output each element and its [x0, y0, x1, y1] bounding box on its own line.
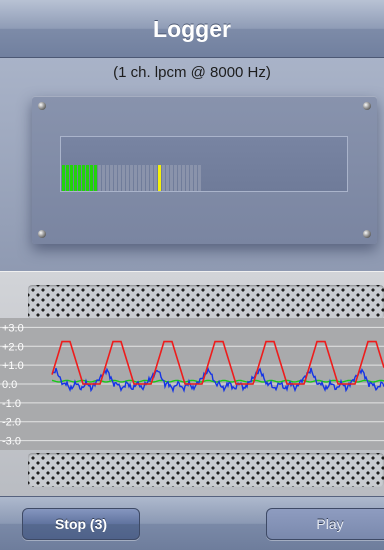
meter-segment — [186, 165, 189, 191]
meter-segment — [110, 165, 113, 191]
meter-segment — [86, 165, 89, 191]
meter-segment — [198, 165, 201, 191]
meter-segment — [118, 165, 121, 191]
meter-segment — [178, 165, 181, 191]
meter-segment — [114, 165, 117, 191]
meter-segment — [162, 165, 165, 191]
meter-segment — [102, 165, 105, 191]
page-title: Logger — [153, 16, 231, 42]
play-button[interactable]: Play — [266, 508, 384, 540]
meter-segment — [126, 165, 129, 191]
screw-icon — [363, 102, 371, 110]
scope-tick-label: -2.0 — [2, 417, 21, 429]
red-trace — [51, 340, 384, 385]
meter-segment — [62, 165, 65, 191]
scope-tick-label: 0.0 — [2, 379, 17, 391]
meter-segment — [74, 165, 77, 191]
green-trace — [51, 379, 384, 383]
meter-segment — [182, 165, 185, 191]
meter-segment — [170, 165, 173, 191]
meter-segment — [122, 165, 125, 191]
scope-tick-label: +2.0 — [2, 341, 24, 353]
level-meter — [62, 165, 202, 191]
meter-segment — [94, 165, 97, 191]
meter-segment — [70, 165, 73, 191]
meter-segment — [174, 165, 177, 191]
meter-segment — [106, 165, 109, 191]
scope-tick-label: +3.0 — [2, 322, 24, 334]
blue-trace — [51, 366, 384, 394]
meter-segment — [78, 165, 81, 191]
screw-icon — [38, 230, 46, 238]
meter-segment — [146, 165, 149, 191]
format-label: (1 ch. lpcm @ 8000 Hz) — [113, 64, 271, 81]
meter-peak-segment — [158, 165, 161, 191]
meter-segment — [142, 165, 145, 191]
meter-segment — [166, 165, 169, 191]
meter-segment — [134, 165, 137, 191]
meter-segment — [130, 165, 133, 191]
scope-tick-label: -1.0 — [2, 398, 21, 410]
oscilloscope-display: +3.0 +2.0 +1.0 0.0 -1.0 -2.0 -3.0 — [0, 318, 384, 450]
meter-segment — [154, 165, 157, 191]
speaker-grille-top — [28, 285, 384, 319]
meter-segment — [98, 165, 101, 191]
meter-segment — [90, 165, 93, 191]
screw-icon — [363, 230, 371, 238]
navigation-bar: Logger — [0, 0, 384, 58]
meter-segment — [150, 165, 153, 191]
bottom-toolbar: Stop (3) Play — [0, 496, 384, 550]
meter-segment — [190, 165, 193, 191]
meter-segment — [82, 165, 85, 191]
meter-segment — [194, 165, 197, 191]
meter-segment — [138, 165, 141, 191]
scope-tick-label: -3.0 — [2, 436, 21, 448]
speaker-grille-bottom — [28, 453, 384, 487]
scope-tick-label: +1.0 — [2, 360, 24, 372]
stop-button[interactable]: Stop (3) — [22, 508, 140, 540]
meter-segment — [66, 165, 69, 191]
screw-icon — [38, 102, 46, 110]
